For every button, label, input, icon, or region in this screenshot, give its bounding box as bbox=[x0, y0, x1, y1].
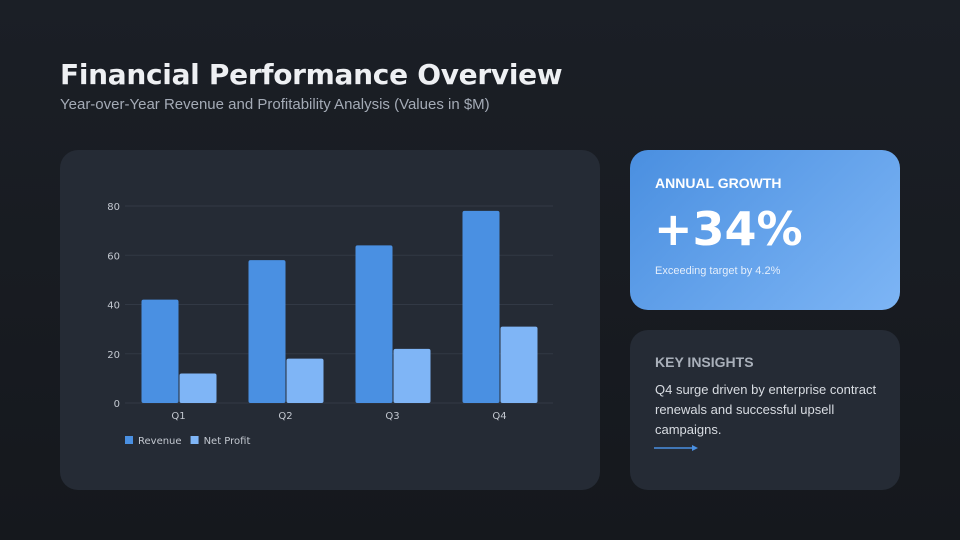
bar-revenue bbox=[355, 245, 393, 403]
annual-growth-card: ANNUAL GROWTH +34% Exceeding target by 4… bbox=[630, 150, 900, 310]
legend-label: Net Profit bbox=[204, 436, 251, 447]
arrow-right-icon bbox=[654, 445, 698, 451]
bar-net-profit bbox=[500, 326, 538, 403]
bar-revenue bbox=[462, 210, 500, 403]
insights-text: Q4 surge driven by enterprise contract r… bbox=[655, 382, 877, 437]
bar-net-profit bbox=[179, 373, 217, 403]
bar-chart: 0 20 40 60 80 Q1 Q2 Q3 Q4 Revenue Net Profit bbox=[107, 202, 553, 447]
x-tick-label: Q1 bbox=[171, 411, 185, 422]
y-tick-label: 40 bbox=[107, 301, 120, 312]
insights-label: KEY INSIGHTS bbox=[655, 354, 754, 370]
page-title: Financial Performance Overview bbox=[60, 58, 563, 91]
page-subtitle: Year-over-Year Revenue and Profitability… bbox=[60, 96, 490, 113]
chart-card: 0 20 40 60 80 Q1 Q2 Q3 Q4 Revenue Net Profit bbox=[60, 150, 600, 490]
bar-net-profit bbox=[286, 358, 324, 403]
y-tick-label: 60 bbox=[107, 251, 120, 262]
growth-label: ANNUAL GROWTH bbox=[655, 175, 782, 191]
growth-value: +34% bbox=[654, 202, 803, 256]
y-tick-label: 0 bbox=[114, 399, 120, 410]
y-tick-label: 20 bbox=[107, 350, 120, 361]
bar-net-profit bbox=[393, 348, 431, 403]
growth-subtext: Exceeding target by 4.2% bbox=[655, 265, 781, 277]
x-tick-label: Q3 bbox=[385, 411, 399, 422]
bar-revenue bbox=[248, 260, 286, 403]
x-tick-label: Q2 bbox=[278, 411, 292, 422]
legend-swatch bbox=[125, 436, 133, 444]
y-tick-label: 80 bbox=[107, 202, 120, 213]
bar-revenue bbox=[141, 299, 179, 403]
legend-swatch bbox=[190, 436, 199, 444]
x-tick-label: Q4 bbox=[492, 411, 506, 422]
key-insights-card: KEY INSIGHTS Q4 surge driven by enterpri… bbox=[630, 330, 900, 490]
legend-label: Revenue bbox=[138, 436, 182, 447]
